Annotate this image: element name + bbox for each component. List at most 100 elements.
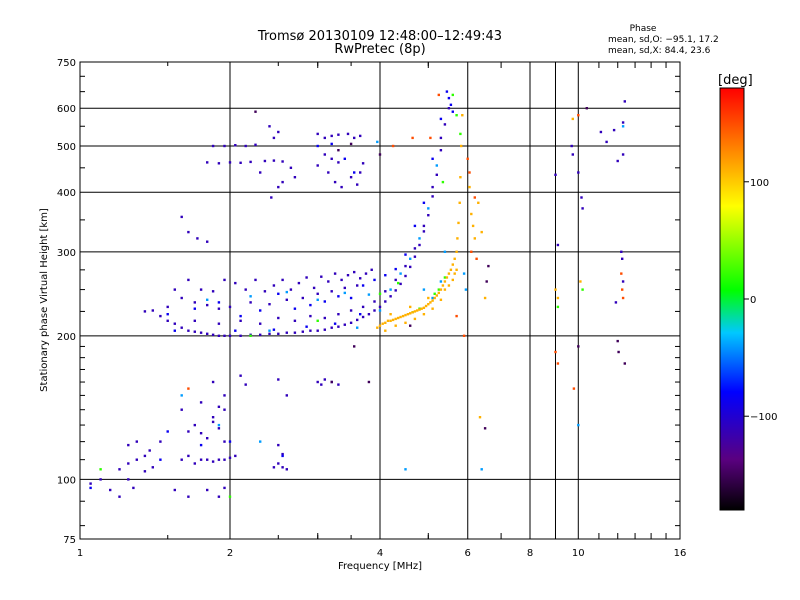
data-point <box>462 334 466 337</box>
data-point <box>470 212 473 216</box>
data-point <box>234 281 237 285</box>
x-tick-label: 6 <box>465 548 471 559</box>
x-tick-label: 10 <box>572 548 585 559</box>
data-point <box>99 468 102 471</box>
data-point <box>483 296 487 300</box>
data-point <box>431 157 434 160</box>
data-point <box>581 207 584 210</box>
data-point <box>373 309 376 312</box>
data-point <box>585 107 588 110</box>
x-tick-label: 4 <box>377 548 383 559</box>
data-point <box>173 322 176 325</box>
data-point <box>239 319 242 322</box>
data-point <box>173 288 176 291</box>
data-point <box>249 295 252 298</box>
data-point <box>441 180 445 184</box>
data-point <box>89 486 92 490</box>
data-point <box>621 153 625 156</box>
data-point <box>473 196 476 199</box>
data-point <box>127 462 130 465</box>
data-point <box>621 296 625 300</box>
data-point <box>623 362 626 365</box>
data-point <box>556 296 560 300</box>
data-point <box>343 291 346 295</box>
data-point <box>206 303 209 307</box>
y-tick-label: 75 <box>63 535 76 546</box>
data-point <box>223 278 226 282</box>
data-point <box>409 312 412 315</box>
data-point <box>346 274 350 277</box>
data-point <box>556 362 560 365</box>
data-point <box>416 309 419 312</box>
data-point <box>404 264 407 268</box>
data-point <box>239 334 242 337</box>
data-point <box>621 257 624 260</box>
data-point <box>367 313 371 316</box>
data-point <box>475 257 478 260</box>
data-point <box>135 458 138 461</box>
data-point <box>193 319 196 322</box>
data-point <box>384 274 387 277</box>
data-point <box>359 171 362 174</box>
data-point <box>580 196 583 199</box>
data-point <box>431 185 434 189</box>
data-point <box>223 334 226 337</box>
data-point <box>406 313 410 316</box>
data-point <box>337 313 340 316</box>
data-point <box>193 301 196 304</box>
data-point <box>364 272 368 275</box>
data-point <box>384 329 387 332</box>
data-point <box>468 171 471 174</box>
data-point <box>445 90 449 93</box>
data-point <box>570 144 573 148</box>
data-point <box>206 298 209 301</box>
x-tick-label: 2 <box>227 548 233 559</box>
data-point <box>312 286 316 290</box>
data-point <box>399 315 402 319</box>
data-point <box>571 117 574 121</box>
data-point <box>281 180 284 184</box>
data-point <box>159 458 162 461</box>
data-point <box>409 305 412 309</box>
data-point <box>394 278 397 282</box>
data-point <box>621 121 625 124</box>
data-point <box>166 313 169 316</box>
data-point <box>433 296 436 300</box>
data-point <box>621 288 624 291</box>
data-point <box>577 423 580 427</box>
data-point <box>429 301 432 304</box>
data-point <box>429 136 432 140</box>
data-point <box>316 380 319 384</box>
data-point <box>554 350 557 354</box>
data-point <box>259 322 262 325</box>
data-point <box>411 136 414 140</box>
data-point <box>285 394 288 397</box>
data-point <box>173 329 176 332</box>
data-point <box>389 319 392 322</box>
data-point <box>404 253 407 256</box>
data-point <box>323 300 326 303</box>
data-point <box>228 305 232 309</box>
data-point <box>301 330 304 333</box>
data-point <box>143 310 147 313</box>
data-point <box>211 380 215 384</box>
data-point <box>337 325 340 328</box>
data-point <box>462 272 466 275</box>
data-point <box>270 196 273 199</box>
data-point <box>453 272 456 275</box>
data-point <box>413 255 417 258</box>
data-point <box>554 173 557 176</box>
data-point <box>187 329 190 332</box>
data-point <box>356 318 359 322</box>
data-point <box>323 328 326 331</box>
data-point <box>263 159 267 163</box>
data-point <box>370 268 373 271</box>
data-point <box>337 133 340 136</box>
data-point <box>239 314 242 318</box>
data-point <box>427 296 430 300</box>
data-point <box>151 309 154 312</box>
data-point <box>211 333 215 336</box>
data-point <box>470 250 473 253</box>
data-point <box>577 114 580 117</box>
data-point <box>361 162 365 165</box>
